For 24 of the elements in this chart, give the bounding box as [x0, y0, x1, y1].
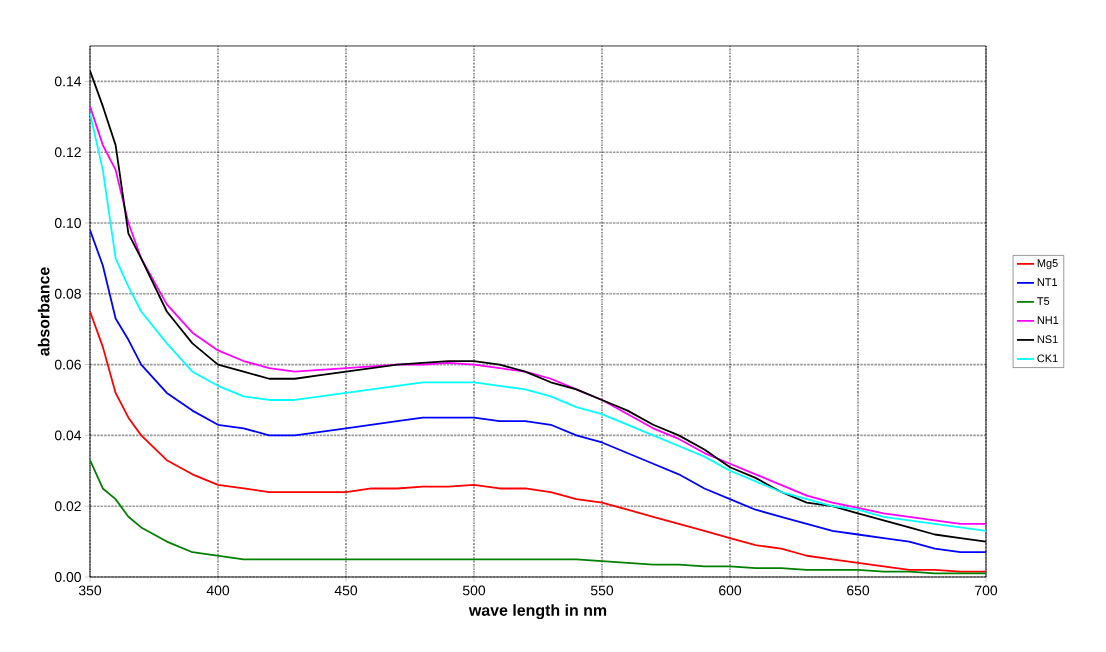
y-tick-label: 0.00 [54, 572, 81, 582]
y-tick-label: 0.02 [54, 501, 81, 512]
y-tick-label: 0.06 [54, 359, 81, 370]
x-tick-label: 450 [334, 585, 358, 596]
x-tick-label: 550 [590, 585, 614, 596]
x-tick-label: 350 [78, 585, 102, 596]
legend-label: Mg5 [1037, 259, 1058, 270]
y-tick-label: 0.04 [54, 430, 82, 441]
legend-label: T5 [1037, 297, 1050, 306]
legend-label: NS1 [1037, 335, 1058, 344]
legend-label: NT1 [1037, 278, 1058, 286]
legend-label: NH1 [1037, 316, 1059, 324]
y-tick-label: 0.08 [54, 288, 81, 299]
x-tick-label: 500 [462, 585, 486, 596]
y-tick-label: 0.14 [54, 76, 82, 87]
x-tick-label: 650 [847, 585, 870, 596]
y-axis-title: absorbance [37, 267, 50, 356]
x-axis-title: wave length in nm [468, 604, 607, 620]
x-tick-label: 700 [975, 585, 998, 596]
y-tick-label: 0.12 [54, 147, 81, 158]
legend-label: CK1 [1037, 354, 1058, 363]
x-tick-label: 600 [719, 585, 742, 596]
x-tick-label: 400 [206, 585, 230, 596]
y-tick-label: 0.10 [54, 218, 81, 228]
